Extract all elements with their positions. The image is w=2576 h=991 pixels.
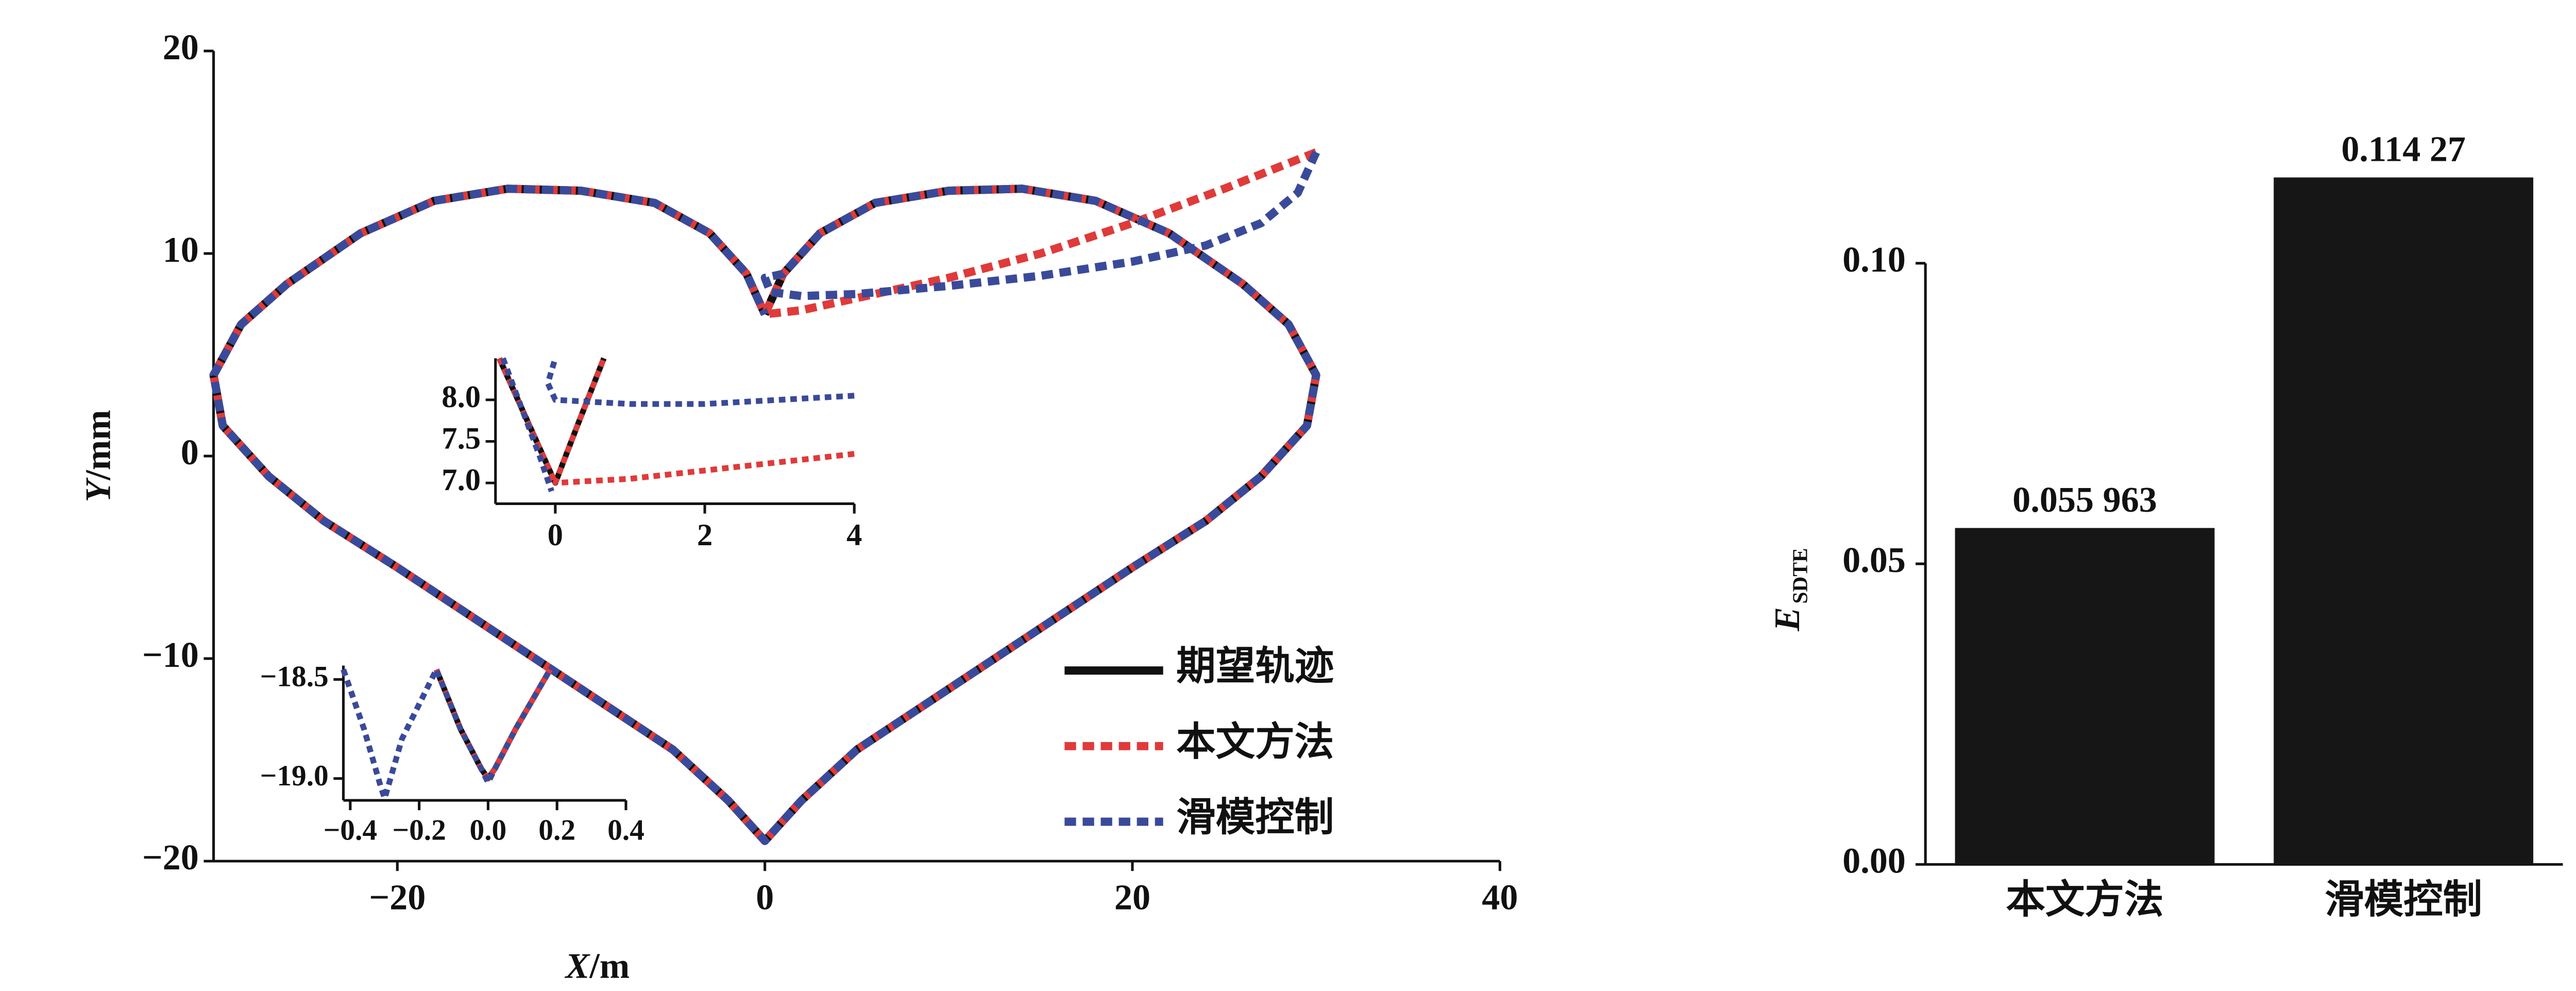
x-tick-label: 40 [1482, 877, 1518, 917]
y-tick-label: 10 [163, 230, 199, 270]
x-tick-label: 0.4 [607, 814, 645, 846]
series-line [433, 668, 553, 782]
x-tick-label: 4 [846, 518, 862, 552]
value-label: 0.055 963 [2012, 480, 2157, 520]
bar [1955, 528, 2215, 865]
x-tick-label: −0.2 [392, 814, 446, 846]
y-tick-label: 0.05 [1842, 540, 1906, 580]
x-tick-label: −20 [369, 877, 426, 917]
bar [2274, 177, 2534, 865]
y-tick-label: 0 [181, 432, 199, 473]
x-tick-label: 0 [756, 877, 774, 917]
y-tick-label: 0.00 [1842, 841, 1906, 881]
x-tick-label: 2 [697, 518, 713, 552]
y-tick-label: −10 [142, 635, 199, 675]
legend-label: 本文方法 [1176, 720, 1334, 764]
y-axis-label-main: E [1767, 607, 1807, 632]
x-tick-label: 0.2 [538, 814, 575, 846]
y-tick-label: 7.5 [442, 421, 481, 456]
x-tick-label: 0 [548, 518, 563, 552]
series-line [209, 150, 1320, 845]
y-tick-label: 20 [163, 27, 199, 68]
series-line [433, 668, 553, 782]
legend-label: 期望轨迹 [1176, 645, 1334, 688]
y-axis-label: Y/mm [78, 410, 118, 502]
legend-label: 滑模控制 [1176, 796, 1334, 839]
y-tick-label: 0.10 [1842, 240, 1906, 280]
x-tick-label: 滑模控制 [2325, 878, 2482, 921]
x-tick-label: 本文方法 [2006, 878, 2164, 921]
series-line [500, 357, 855, 493]
x-tick-label: −0.4 [324, 814, 377, 846]
y-axis-label: E SDTE [1767, 548, 1812, 631]
y-axis-label-subscript: SDTE [1788, 548, 1812, 603]
y-tick-label: −18.5 [260, 661, 329, 693]
y-tick-label: 7.0 [442, 463, 481, 497]
value-label: 0.114 27 [2341, 129, 2466, 170]
x-axis-label: X/m [564, 946, 630, 986]
y-tick-label: 8.0 [442, 380, 481, 414]
x-tick-label: 20 [1114, 877, 1150, 917]
y-tick-label: −20 [142, 837, 199, 878]
y-tick-label: −19.0 [260, 760, 329, 792]
x-tick-label: 0.0 [470, 814, 507, 846]
